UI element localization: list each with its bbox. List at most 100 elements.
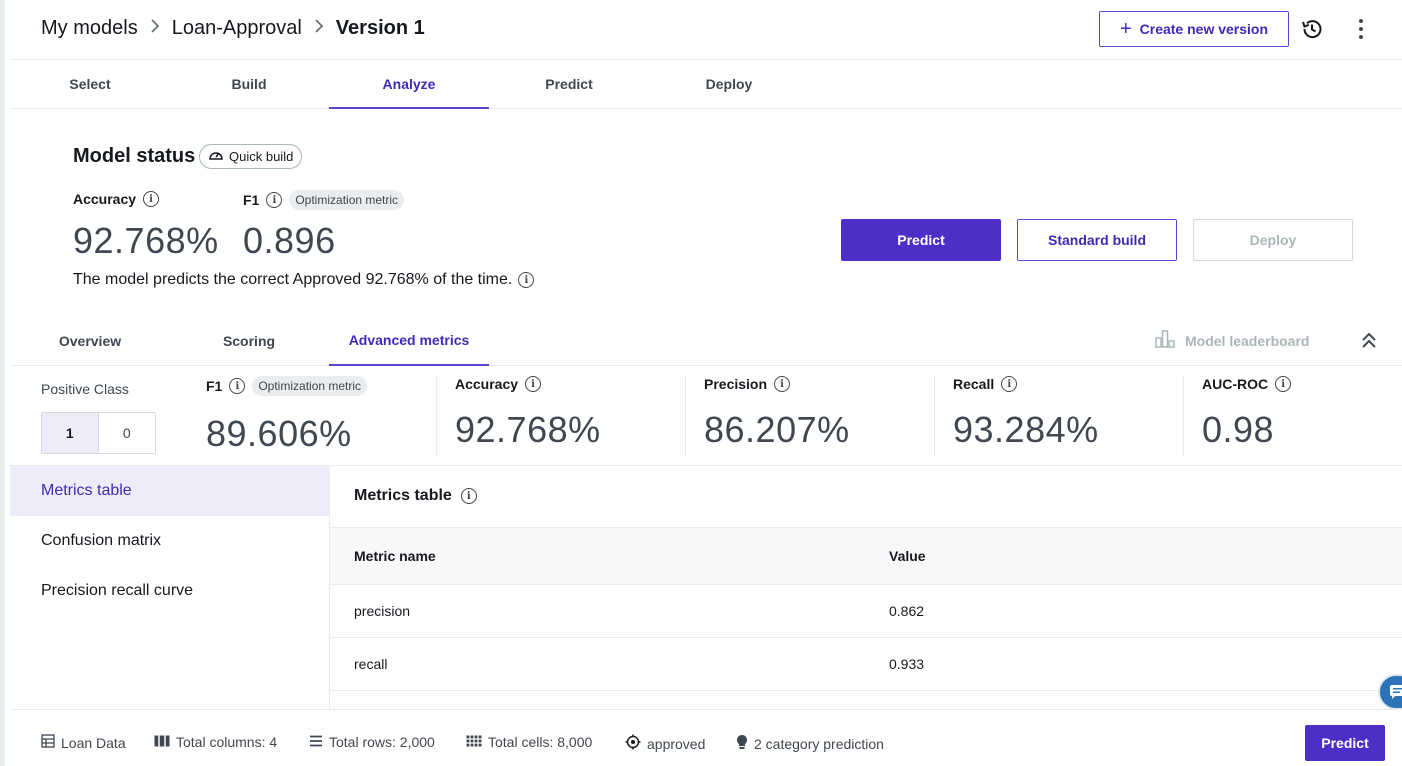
f1-value: 0.896: [243, 220, 336, 261]
column-header-metric-name[interactable]: Metric name: [354, 548, 436, 564]
divider: [436, 376, 437, 456]
positive-class-label: Positive Class: [41, 381, 129, 397]
metric-accuracy-value: 92.768%: [455, 409, 601, 450]
positive-class-toggle: 1 0: [41, 412, 156, 454]
tab-predict[interactable]: Predict: [545, 76, 593, 92]
leaderboard-icon: [1155, 330, 1175, 351]
info-icon[interactable]: i: [774, 376, 791, 392]
footer-target: approved: [625, 734, 705, 753]
tab-select[interactable]: Select: [69, 76, 111, 92]
optimization-metric-badge: Optimization metric: [252, 376, 368, 396]
lightbulb-icon: [736, 734, 748, 753]
footer-total-columns: Total columns: 4: [154, 734, 277, 750]
footer-total-columns-label: Total columns: 4: [176, 734, 278, 750]
divider: [685, 376, 686, 456]
metric-f1: F1 i Optimization metric 89.606%: [206, 376, 368, 456]
metric-auc-roc-value: 0.98: [1202, 409, 1275, 450]
accuracy-value: 92.768%: [73, 220, 219, 261]
breadcrumb-loan-approval[interactable]: Loan-Approval: [171, 17, 302, 39]
metrics-side-nav: Metrics table Confusion matrix Precision…: [10, 466, 330, 710]
table-icon: [41, 734, 55, 751]
quick-build-label: Quick build: [229, 149, 294, 164]
metric-f1-label: F1: [206, 378, 223, 394]
status-sentence: The model predicts the correct Approved …: [73, 271, 535, 289]
optimization-metric-badge: Optimization metric: [289, 190, 405, 210]
analysis-subtabs: Overview Scoring Advanced metrics Model …: [10, 316, 1402, 366]
columns-icon: [154, 734, 170, 750]
breadcrumb-my-models[interactable]: My models: [41, 17, 138, 39]
subtab-advanced-metrics[interactable]: Advanced metrics: [329, 316, 489, 366]
nav-item-precision-recall-curve[interactable]: Precision recall curve: [41, 582, 194, 599]
metric-recall-value: 93.284%: [953, 409, 1099, 450]
info-icon[interactable]: i: [460, 488, 477, 504]
accuracy-label-text: Accuracy: [73, 191, 137, 207]
info-icon[interactable]: i: [1001, 376, 1018, 392]
deploy-button: Deploy: [1193, 219, 1353, 261]
metrics-table: Metric name Value precision 0.862 recall…: [330, 527, 1402, 691]
standard-build-button[interactable]: Standard build: [1017, 219, 1177, 261]
tab-build[interactable]: Build: [231, 76, 267, 92]
metric-recall-label: Recall: [953, 376, 995, 392]
footer-total-rows-label: Total rows: 2,000: [329, 734, 435, 750]
f1-label-text: F1: [243, 192, 260, 208]
rows-icon: [309, 734, 323, 750]
table-row: recall 0.933: [330, 638, 1402, 691]
info-icon[interactable]: i: [525, 376, 542, 392]
collapse-up-icon[interactable]: [1360, 331, 1378, 351]
history-icon[interactable]: [1300, 17, 1324, 41]
metric-precision-label: Precision: [704, 376, 768, 392]
divider: [1183, 376, 1184, 456]
grid-icon: [466, 734, 482, 750]
main-tabs: Select Build Analyze Predict Deploy: [10, 60, 1402, 109]
nav-item-confusion-matrix[interactable]: Confusion matrix: [41, 532, 162, 549]
info-icon[interactable]: i: [229, 378, 246, 394]
table-row: precision 0.862: [330, 585, 1402, 638]
nav-item-metrics-table[interactable]: Metrics table: [10, 466, 329, 516]
table-cell: 0.933: [889, 656, 925, 672]
footer-prediction-type: 2 category prediction: [736, 734, 884, 753]
metric-f1-value: 89.606%: [206, 413, 352, 454]
status-sentence-text: The model predicts the correct Approved …: [73, 271, 513, 288]
f1-label: F1 i Optimization metric: [243, 190, 405, 210]
footer-bar: Loan Data Total columns: 4 Total rows: 2…: [10, 709, 1402, 766]
positive-class-option-1[interactable]: 1: [42, 413, 99, 453]
more-options-icon[interactable]: [1351, 17, 1371, 41]
info-icon[interactable]: i: [518, 272, 535, 288]
info-icon[interactable]: i: [143, 191, 160, 207]
plus-icon: +: [1119, 18, 1132, 40]
model-leaderboard-button: Model leaderboard: [1155, 330, 1309, 351]
tab-analyze[interactable]: Analyze: [329, 60, 489, 109]
footer-total-cells: Total cells: 8,000: [466, 734, 592, 750]
metric-accuracy: Accuracy i 92.768%: [455, 376, 601, 456]
table-cell: precision: [354, 603, 411, 619]
header: My models Loan-Approval Version 1 + Crea…: [10, 0, 1402, 60]
positive-class-option-0[interactable]: 0: [122, 425, 131, 441]
table-cell: recall: [354, 656, 388, 672]
model-leaderboard-label: Model leaderboard: [1185, 332, 1310, 349]
info-icon[interactable]: i: [1275, 376, 1292, 392]
metric-recall: Recall i 93.284%: [953, 376, 1099, 456]
breadcrumb: My models Loan-Approval Version 1: [41, 17, 425, 40]
footer-dataset-label: Loan Data: [61, 734, 126, 751]
predict-button[interactable]: Predict: [841, 219, 1001, 261]
tab-deploy[interactable]: Deploy: [705, 76, 753, 92]
metrics-table-title: Metrics table i: [354, 487, 477, 505]
column-header-value[interactable]: Value: [889, 548, 926, 564]
footer-target-label: approved: [647, 735, 706, 752]
footer-dataset: Loan Data: [41, 734, 126, 751]
footer-predict-button[interactable]: Predict: [1305, 725, 1385, 761]
subtab-overview[interactable]: Overview: [58, 332, 122, 349]
metric-auc-roc: AUC-ROC i 0.98: [1202, 376, 1292, 456]
footer-prediction-type-label: 2 category prediction: [754, 735, 884, 752]
subtab-scoring[interactable]: Scoring: [222, 332, 276, 349]
chat-feedback-icon[interactable]: [1378, 674, 1402, 710]
create-new-version-button[interactable]: + Create new version: [1099, 11, 1289, 47]
create-new-version-label: Create new version: [1139, 21, 1269, 37]
divider: [934, 376, 935, 456]
table-cell: 0.862: [889, 603, 925, 619]
table-header: Metric name Value: [330, 527, 1402, 585]
metrics-table-title-text: Metrics table: [354, 487, 452, 504]
info-icon[interactable]: i: [266, 192, 283, 208]
metric-accuracy-label: Accuracy: [455, 376, 519, 392]
